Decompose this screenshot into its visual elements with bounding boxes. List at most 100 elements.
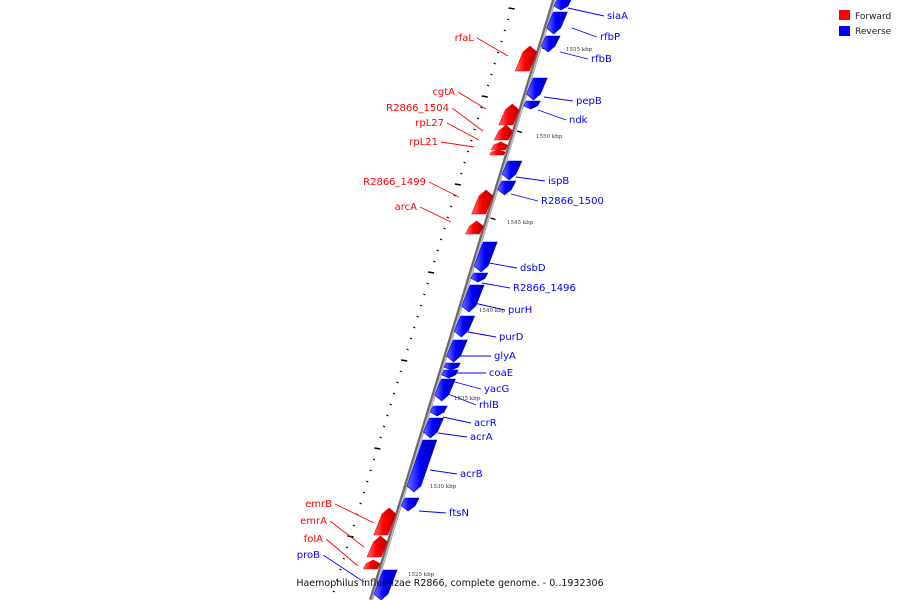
gene-feature-rhlb bbox=[434, 378, 456, 402]
gene-feature-r2866_1496 bbox=[470, 272, 489, 283]
gene-label-rhlb: rhlB bbox=[479, 400, 499, 411]
tick-mark bbox=[389, 403, 393, 406]
gene-feature-siaa bbox=[553, 0, 572, 11]
tick-mark bbox=[342, 557, 346, 560]
leader-line-rhlb bbox=[447, 393, 477, 406]
gene-feature-r2866_1504 bbox=[493, 124, 514, 141]
tick-mark bbox=[379, 436, 382, 439]
tick-mark bbox=[345, 546, 349, 549]
gene-feature-emrb bbox=[373, 507, 397, 536]
leader-line-emra bbox=[329, 520, 365, 548]
gene-feature-rfal bbox=[514, 45, 538, 72]
leader-line-purh bbox=[473, 302, 506, 311]
leader-line-acra bbox=[437, 432, 468, 438]
gene-feature-rfbp bbox=[546, 11, 568, 35]
tick-mark bbox=[443, 227, 446, 230]
tick-mark bbox=[473, 128, 476, 131]
gene-label-acra: acrA bbox=[470, 432, 493, 443]
gene-label-dsbd: dsbD bbox=[520, 263, 546, 274]
tick-mark bbox=[382, 425, 386, 428]
tick-mark bbox=[449, 205, 453, 208]
leader-line-r2866_1504 bbox=[451, 107, 484, 132]
gene-feature-r2866_1500 bbox=[497, 180, 517, 196]
tick-mark bbox=[480, 106, 483, 109]
gene-label-r2866_1499: R2866_1499 bbox=[363, 177, 426, 188]
tick-mark bbox=[416, 315, 419, 318]
tick-mark bbox=[386, 414, 389, 417]
tick-mark bbox=[481, 95, 488, 98]
gene-feature-pepb bbox=[526, 77, 548, 101]
tick-mark bbox=[401, 359, 408, 362]
tick-mark bbox=[359, 502, 362, 505]
label-leader-lines bbox=[322, 7, 605, 583]
gene-feature-r2866_1499 bbox=[471, 189, 494, 215]
gene-label-rfbb: rfbB bbox=[591, 54, 612, 65]
tick-mark bbox=[426, 282, 429, 285]
legend-label-forward: Forward bbox=[855, 12, 891, 22]
tick-mark bbox=[332, 590, 335, 593]
tick-mark bbox=[362, 491, 366, 494]
tick-mark bbox=[369, 469, 372, 472]
tick-mark bbox=[453, 194, 456, 197]
gene-label-fola: folA bbox=[304, 534, 323, 545]
leader-line-r2866_1500 bbox=[510, 193, 539, 202]
tick-mark bbox=[503, 29, 507, 32]
tick-mark bbox=[463, 161, 466, 164]
gene-feature-rfbb bbox=[540, 35, 561, 53]
gene-label-glya: glyA bbox=[494, 351, 516, 362]
gene-feature-rpl27 bbox=[490, 141, 509, 151]
gene-label-r2866_1496: R2866_1496 bbox=[513, 283, 576, 294]
tick-mark bbox=[460, 172, 463, 175]
scale-label: 1540 kbp bbox=[479, 308, 506, 314]
leader-line-ndk bbox=[537, 109, 567, 121]
gene-feature-rpl21 bbox=[489, 149, 506, 156]
gene-label-arca: arcA bbox=[395, 202, 418, 213]
tick-mark bbox=[396, 381, 399, 384]
gene-feature-purd bbox=[453, 315, 476, 338]
leader-line-siaa bbox=[567, 7, 605, 17]
leader-line-rpl21 bbox=[440, 141, 475, 148]
genome-axis bbox=[369, 0, 556, 600]
gene-label-ndk: ndk bbox=[569, 115, 588, 126]
tick-mark bbox=[490, 73, 493, 76]
scale-label: 1525 kbp bbox=[408, 572, 435, 578]
tick-mark bbox=[466, 150, 470, 153]
scale-label: 1545 kbp bbox=[507, 220, 534, 226]
tick-mark bbox=[470, 139, 473, 142]
gene-feature-ndk bbox=[523, 100, 541, 110]
scale-label: 1535 kbp bbox=[454, 396, 481, 402]
leader-line-purd bbox=[467, 331, 497, 338]
tick-mark bbox=[493, 62, 497, 65]
tick-mark bbox=[366, 480, 369, 483]
tick-mark bbox=[399, 370, 403, 373]
leader-line-ftsn bbox=[418, 510, 447, 514]
tick-mark bbox=[446, 216, 450, 219]
gene-label-acrb: acrB bbox=[460, 469, 483, 480]
gene-label-rfbp: rfbP bbox=[600, 32, 620, 43]
gene-label-rfal: rfaL bbox=[455, 33, 475, 44]
leader-line-rfal bbox=[476, 37, 509, 57]
gene-label-purd: purD bbox=[499, 332, 524, 343]
legend-item-reverse: Reverse bbox=[839, 26, 892, 37]
gene-label-coae: coaE bbox=[489, 368, 513, 379]
scale-labels: 1555 kbp 1550 kbp 1545 kbp 1540 kbp 1535 kbp… bbox=[408, 47, 593, 578]
leader-line-acrr bbox=[442, 416, 472, 424]
gene-label-emra: emrA bbox=[300, 516, 327, 527]
tick-mark bbox=[335, 579, 339, 582]
gene-feature-purh bbox=[461, 284, 485, 313]
scale-label: 1550 kbp bbox=[536, 134, 563, 140]
gene-label-r2866_1500: R2866_1500 bbox=[541, 196, 604, 207]
legend-label-reverse: Reverse bbox=[855, 27, 892, 37]
leader-line-ispb bbox=[515, 176, 546, 182]
tick-mark bbox=[413, 326, 416, 329]
leader-line-yacg bbox=[450, 380, 482, 390]
tick-mark bbox=[506, 18, 510, 21]
gene-feature-acrr bbox=[429, 405, 448, 417]
tick-mark bbox=[427, 271, 435, 274]
tick-mark bbox=[372, 458, 376, 461]
leader-line-acrb bbox=[429, 469, 458, 475]
leader-line-prob bbox=[322, 554, 365, 583]
legend-swatch-forward bbox=[839, 10, 850, 20]
gene-labels: siaA rfbP rfbB rfaL pepB ndk cgtA R2866_1504 rpL… bbox=[297, 11, 628, 561]
